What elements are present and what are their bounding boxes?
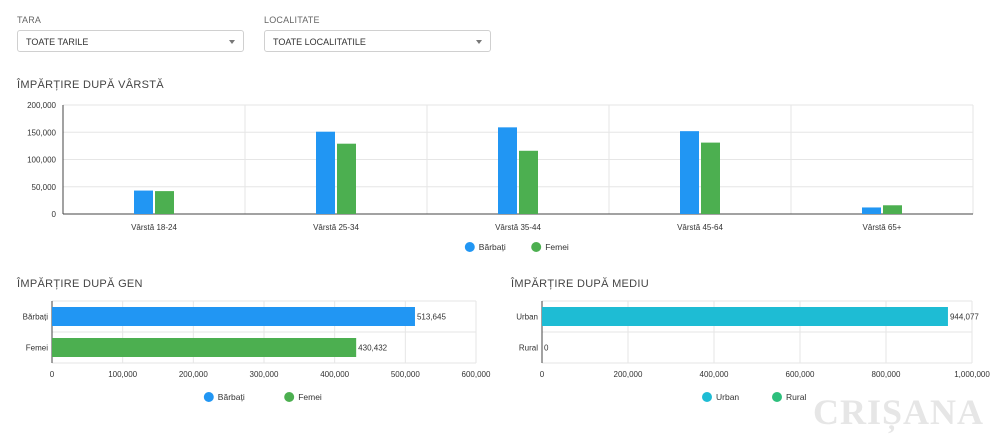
bar: [680, 131, 699, 214]
country-filter-label: TARA: [17, 15, 42, 25]
locality-select[interactable]: TOATE LOCALITATILE: [264, 30, 491, 52]
legend-marker: [464, 242, 475, 252]
legend-label: Femei: [545, 242, 569, 252]
bar: [862, 207, 881, 214]
bar: [337, 143, 356, 214]
data-label: 513,645: [417, 313, 446, 322]
x-tick-label: 400,000: [700, 370, 729, 379]
x-tick-label: 0: [540, 370, 545, 379]
locality-select-value: TOATE LOCALITATILE: [273, 37, 366, 47]
country-select-value: TOATE TARILE: [26, 37, 89, 47]
y-tick-label: Femei: [26, 344, 48, 353]
x-tick-label: 300,000: [250, 370, 279, 379]
bar: [52, 307, 415, 326]
bar: [542, 307, 948, 326]
x-tick-label: Vârstă 35-44: [495, 223, 541, 232]
x-tick-label: Vârstă 45-64: [677, 223, 723, 232]
x-tick-label: 800,000: [872, 370, 901, 379]
x-tick-label: 1,000,000: [954, 370, 990, 379]
data-label: 430,432: [358, 344, 387, 353]
x-tick-label: Vârstă 18-24: [131, 223, 177, 232]
x-tick-label: 0: [50, 370, 55, 379]
chevron-down-icon: [229, 40, 235, 44]
y-tick-label: Bărbați: [23, 313, 49, 322]
legend-marker: [702, 392, 712, 402]
country-select[interactable]: TOATE TARILE: [17, 30, 244, 52]
legend-label: Rural: [786, 392, 806, 402]
data-label: 0: [544, 344, 549, 353]
legend-label: Bărbați: [218, 392, 245, 402]
chevron-down-icon: [476, 40, 482, 44]
legend-marker: [284, 392, 295, 402]
y-tick-label: 0: [52, 210, 57, 219]
bar: [52, 338, 357, 357]
legend-label: Urban: [716, 392, 739, 402]
watermark-logo: CRIȘANA: [812, 392, 984, 432]
age-chart-title: ÎMPĂRȚIRE DUPĂ VÂRSTĂ: [17, 79, 164, 91]
bar: [701, 142, 720, 214]
bar: [134, 190, 153, 214]
x-tick-label: 100,000: [108, 370, 137, 379]
gender-chart-title: ÎMPĂRȚIRE DUPĂ GEN: [17, 278, 143, 290]
x-tick-label: 500,000: [391, 370, 420, 379]
y-tick-label: 50,000: [32, 183, 57, 192]
age-bar-chart: 0 50,000 100,000 150,000 200,000 Vârstă 18-24…: [27, 101, 974, 252]
x-tick-label: 200,000: [179, 370, 208, 379]
x-tick-label: 600,000: [786, 370, 815, 379]
locality-filter-label: LOCALITATE: [264, 15, 320, 25]
bar: [498, 127, 517, 214]
bar: [519, 150, 538, 214]
bar: [316, 131, 335, 214]
y-tick-label: Urban: [516, 313, 538, 322]
gender-bar-chart: 0 100,000 200,000 300,000 400,000 500,000 600,…: [23, 300, 491, 402]
data-label: 944,077: [950, 313, 979, 322]
y-tick-label: 200,000: [27, 101, 56, 110]
environment-chart-title: ÎMPĂRȚIRE DUPĂ MEDIU: [511, 278, 650, 290]
x-tick-label: Vârstă 65+: [863, 223, 902, 232]
x-tick-label: 200,000: [614, 370, 643, 379]
x-tick-label: 600,000: [462, 370, 491, 379]
bar: [883, 205, 902, 214]
y-tick-label: Rural: [519, 344, 538, 353]
legend-label: Femei: [298, 392, 322, 402]
legend-marker: [772, 392, 782, 402]
legend-marker: [203, 392, 214, 402]
legend-marker: [531, 242, 542, 252]
y-tick-label: 100,000: [27, 156, 56, 165]
x-tick-label: Vârstă 25-34: [313, 223, 359, 232]
legend-label: Bărbați: [479, 242, 506, 252]
x-tick-label: 400,000: [320, 370, 349, 379]
y-tick-label: 150,000: [27, 128, 56, 137]
environment-bar-chart: 0 200,000 400,000 600,000 800,000 1,000,000 94…: [516, 300, 990, 402]
bar: [155, 191, 174, 214]
